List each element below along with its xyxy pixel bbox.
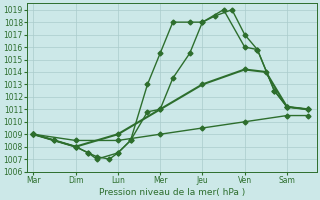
- X-axis label: Pression niveau de la mer( hPa ): Pression niveau de la mer( hPa ): [99, 188, 245, 197]
